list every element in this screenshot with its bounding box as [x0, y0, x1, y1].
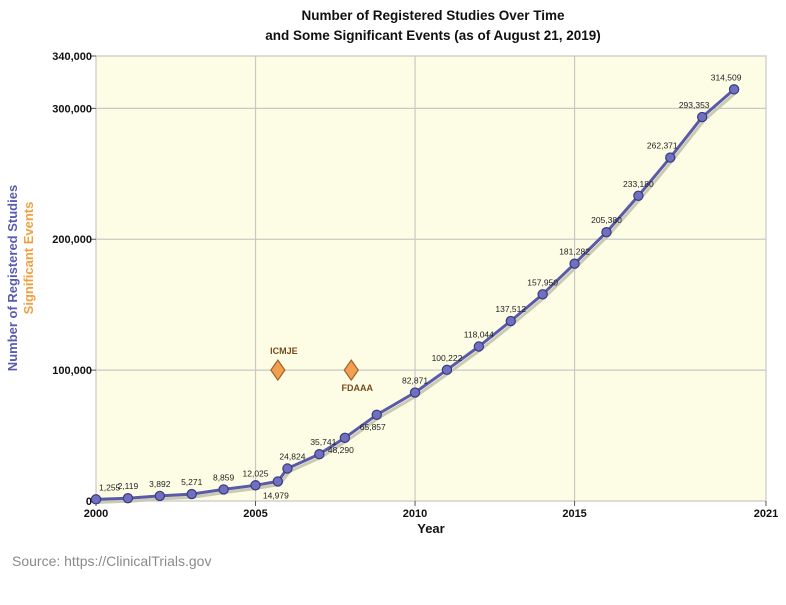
- chart-title-line1: Number of Registered Studies Over Time: [301, 8, 565, 23]
- data-label: 2,119: [118, 481, 139, 491]
- y-axis-label-secondary: Significant Events: [21, 202, 36, 315]
- data-label: 314,509: [711, 72, 742, 82]
- data-point: [371, 409, 382, 421]
- data-point: [696, 111, 708, 123]
- y-tick-label: 0: [86, 496, 92, 508]
- y-tick-label: 300,000: [52, 103, 92, 115]
- data-label: 1,255: [99, 482, 121, 492]
- event-label: FDAAA: [341, 383, 373, 393]
- chart-title-line2: and Some Significant Events (as of Augus…: [265, 28, 601, 43]
- data-point: [409, 387, 421, 398]
- x-tick-label: 2010: [403, 508, 427, 520]
- data-point: [272, 476, 284, 487]
- data-point: [339, 432, 351, 443]
- series-line-shadow: [97, 91, 738, 504]
- data-label: 8,859: [213, 472, 235, 482]
- data-point: [250, 480, 261, 491]
- data-label: 65,857: [360, 422, 386, 432]
- data-label: 12,025: [243, 468, 269, 478]
- x-tick-label: 2005: [243, 508, 267, 520]
- data-point: [122, 493, 134, 504]
- data-point: [505, 315, 516, 327]
- data-point: [473, 341, 485, 352]
- event-marker: [343, 359, 359, 382]
- data-label: 293,353: [679, 100, 710, 110]
- x-axis-label: Year: [417, 521, 444, 536]
- data-point: [633, 190, 644, 202]
- data-label: 137,512: [495, 304, 526, 314]
- data-label: 157,950: [527, 277, 558, 287]
- y-axis-ticks: 0 100,000 200,000 300,000 340,000: [52, 51, 96, 508]
- grid-lines: [95, 55, 767, 502]
- y-tick-label: 340,000: [52, 51, 92, 63]
- data-label: 35,741: [310, 437, 336, 447]
- data-label: 100,222: [432, 353, 463, 363]
- x-tick-label: 2021: [754, 508, 778, 520]
- data-point: [186, 488, 197, 500]
- x-tick-label: 2000: [84, 508, 108, 520]
- data-label: 118,044: [464, 330, 494, 340]
- data-label: 205,380: [591, 215, 622, 225]
- data-label: 24,824: [279, 452, 305, 462]
- data-point: [314, 449, 325, 460]
- event-label: ICMJE: [270, 346, 298, 356]
- data-label: 48,290: [328, 445, 354, 455]
- data-point: [537, 289, 548, 300]
- x-tick-label: 2015: [562, 508, 586, 520]
- data-point: [665, 152, 676, 163]
- series-line: [95, 88, 736, 501]
- data-label: 3,892: [149, 479, 171, 489]
- y-tick-label: 100,000: [52, 365, 92, 377]
- data-label: 181,282: [559, 247, 590, 257]
- data-label: 82,871: [402, 376, 428, 386]
- data-label: 233,180: [623, 179, 654, 189]
- significant-events: ICMJE FDAAA: [270, 346, 373, 393]
- data-point: [282, 463, 293, 474]
- y-tick-label: 200,000: [52, 234, 92, 246]
- plot-area: [95, 55, 767, 502]
- y-axis-label-primary: Number of Registered Studies: [5, 185, 20, 371]
- data-label: 5,271: [181, 477, 203, 487]
- data-point: [154, 490, 166, 502]
- data-point: [441, 364, 453, 376]
- data-point: [569, 258, 580, 269]
- data-label: 14,979: [263, 490, 289, 500]
- data-label: 262,371: [647, 141, 678, 151]
- event-marker: [270, 359, 286, 382]
- source-note: Source: https://ClinicalTrials.gov: [12, 553, 212, 569]
- data-point: [601, 226, 612, 238]
- x-axis-ticks: 2000 2005 2010 2015 2021: [84, 501, 778, 520]
- data-point: [90, 494, 102, 505]
- data-point: [728, 84, 740, 95]
- data-point: [218, 484, 229, 495]
